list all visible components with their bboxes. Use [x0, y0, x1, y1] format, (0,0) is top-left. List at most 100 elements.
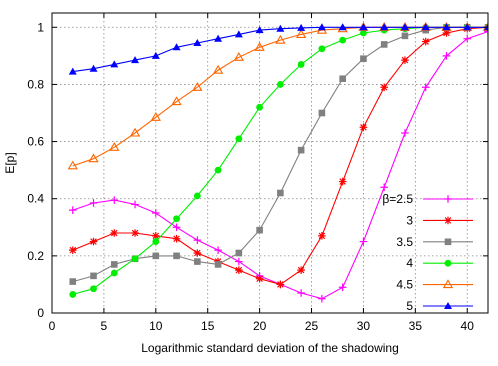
data-point	[444, 280, 452, 287]
data-point	[401, 129, 409, 137]
data-point	[131, 201, 139, 209]
data-point	[339, 178, 347, 186]
x-axis-title: Logarithmic standard deviation of the sh…	[141, 341, 399, 355]
data-point	[69, 246, 77, 254]
x-tick-label: 5	[101, 319, 108, 333]
y-tick-label: 0.8	[27, 77, 44, 91]
legend-label: 4	[406, 256, 413, 270]
data-point	[444, 195, 452, 203]
series-line	[73, 27, 488, 284]
x-tick-label: 10	[149, 319, 163, 333]
data-point	[277, 81, 284, 88]
y-tick-label: 0.2	[27, 249, 44, 263]
series-line	[73, 27, 488, 166]
x-tick-label: 20	[253, 319, 267, 333]
x-tick-label: 35	[409, 319, 423, 333]
data-point	[298, 147, 305, 154]
data-point	[131, 229, 139, 237]
data-point	[318, 295, 326, 303]
data-point	[236, 250, 243, 257]
series-line	[73, 27, 488, 281]
data-point	[298, 61, 305, 68]
y-tick-label: 0	[37, 306, 44, 320]
data-point	[194, 236, 202, 244]
data-point	[173, 223, 181, 231]
data-point	[445, 239, 452, 246]
data-point	[173, 215, 180, 222]
data-point	[132, 255, 139, 262]
y-tick-label: 0.6	[27, 135, 44, 149]
data-point	[422, 38, 430, 46]
data-point	[235, 266, 243, 274]
data-point	[173, 235, 181, 243]
data-point	[152, 52, 160, 59]
legend-label: 3.5	[396, 235, 413, 249]
data-point	[110, 229, 118, 237]
x-tick-label: 30	[357, 319, 371, 333]
data-point	[69, 206, 77, 214]
data-point	[360, 123, 368, 131]
data-point	[297, 289, 305, 297]
y-tick-label: 0.4	[27, 192, 44, 206]
data-point	[90, 238, 98, 246]
data-point	[153, 253, 160, 260]
data-point	[235, 258, 243, 266]
data-point	[401, 56, 409, 64]
data-point	[110, 196, 118, 204]
data-point	[256, 227, 263, 234]
grid	[52, 13, 488, 313]
data-point	[319, 45, 326, 52]
data-point	[339, 283, 347, 291]
data-point	[90, 199, 98, 207]
data-point	[235, 135, 242, 142]
data-point	[277, 281, 285, 289]
data-point	[173, 253, 180, 260]
legend-label: 5	[406, 299, 413, 313]
plot-frame	[52, 13, 488, 313]
x-tick-label: 15	[201, 319, 215, 333]
data-point	[194, 258, 201, 265]
data-point	[360, 238, 368, 246]
data-point	[90, 285, 97, 292]
data-point	[319, 110, 326, 117]
data-point	[194, 249, 202, 257]
x-tick-label: 40	[461, 319, 475, 333]
data-point	[380, 183, 388, 191]
data-point	[152, 209, 160, 217]
data-point	[111, 270, 118, 277]
data-point	[297, 266, 305, 274]
data-point	[444, 217, 452, 225]
y-tick-label: 1	[37, 20, 44, 34]
data-point	[69, 278, 76, 285]
data-point	[339, 75, 346, 82]
data-point	[69, 291, 76, 298]
series-line	[73, 27, 488, 294]
data-point	[194, 192, 201, 199]
data-point	[235, 53, 243, 60]
legend-label: β=2.5	[382, 192, 413, 206]
data-point	[339, 37, 346, 44]
axis-ticks: 0 5 10 15 20 25 30 35 4000.20.40.60.81	[27, 13, 488, 333]
data-point	[152, 238, 159, 245]
data-point	[277, 190, 284, 197]
data-point	[214, 246, 222, 254]
data-point	[256, 104, 263, 111]
y-axis-title: E[p]	[3, 152, 17, 173]
data-point	[381, 41, 388, 48]
data-point	[256, 275, 264, 283]
legend-label: 4.5	[396, 278, 413, 292]
data-point	[215, 167, 222, 174]
data-point	[402, 33, 409, 40]
data-point	[90, 273, 97, 280]
data-point	[111, 261, 118, 268]
data-point	[360, 55, 367, 62]
x-tick-label: 25	[305, 319, 319, 333]
series-5	[69, 23, 493, 169]
data-point	[318, 232, 326, 240]
legend-label: 3	[406, 213, 413, 227]
legend: β=2.5 3 3.5 4 4.5 5	[382, 192, 473, 313]
series-line	[73, 27, 488, 71]
data-point	[380, 83, 388, 91]
series-2	[69, 23, 492, 288]
